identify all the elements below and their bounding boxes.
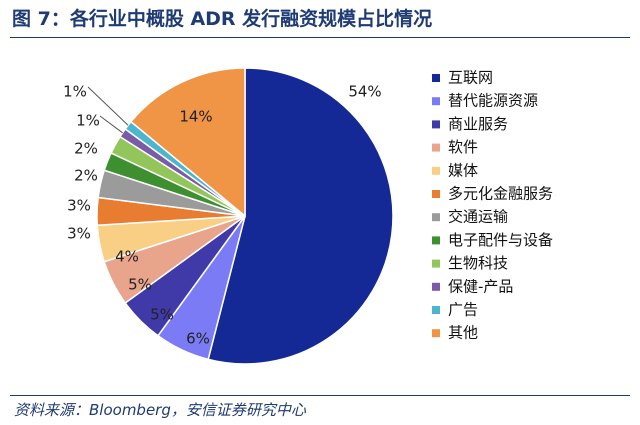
- legend-label: 软件: [448, 138, 478, 156]
- legend-swatch: [432, 282, 440, 291]
- legend-label: 互联网: [448, 69, 493, 87]
- legend-swatch: [432, 166, 440, 175]
- legend-swatch: [432, 259, 440, 268]
- legend-label: 多元化金融服务: [448, 185, 553, 203]
- legend-swatch: [432, 97, 440, 106]
- title-divider: [10, 37, 630, 38]
- leader-lines: [87, 86, 129, 134]
- legend-swatch: [432, 190, 440, 198]
- slice-labels: 54% 6% 5% 5% 4% 3% 3% 2% 2% 1% 1% 14%: [63, 83, 382, 348]
- source-divider: [10, 395, 630, 396]
- slice-percent-label: 3%: [67, 197, 91, 215]
- slice-percent-label: 54%: [348, 83, 381, 101]
- slice-percent-label: 3%: [67, 225, 91, 243]
- legend-label: 生物科技: [448, 254, 508, 272]
- slice-percent-label: 1%: [63, 83, 87, 101]
- slice-percent-label: 4%: [115, 248, 139, 266]
- legend-swatch: [432, 74, 440, 82]
- slice-percent-label: 5%: [128, 276, 152, 294]
- legend-swatch: [432, 120, 440, 129]
- legend-label: 保健-产品: [448, 277, 513, 295]
- legend-label: 交通运输: [448, 208, 508, 226]
- chart-title: 图 7：各行业中概股 ADR 发行融资规模占比情况: [12, 8, 433, 30]
- legend-label: 电子配件与设备: [448, 231, 553, 249]
- legend-label: 商业服务: [448, 115, 508, 133]
- legend-swatch: [432, 213, 440, 222]
- legend-swatch: [432, 236, 440, 245]
- slice-percent-label: 2%: [74, 140, 98, 158]
- leader-line: [87, 86, 129, 126]
- legend-label: 广告: [448, 301, 478, 319]
- leader-line: [99, 115, 123, 134]
- legend-swatch: [432, 143, 440, 152]
- legend-label: 替代能源资源: [448, 92, 538, 110]
- slice-percent-label: 1%: [76, 112, 100, 130]
- slice-percent-label: 6%: [186, 330, 210, 348]
- legend-swatch: [432, 329, 440, 338]
- pie-slice: [129, 67, 246, 218]
- slice-percent-label: 5%: [150, 306, 174, 324]
- pie-slices: [96, 67, 394, 365]
- source-note: 资料来源：Bloomberg，安信证券研究中心: [14, 401, 306, 419]
- slice-percent-label: 2%: [74, 167, 98, 185]
- legend-label: 媒体: [448, 161, 478, 179]
- pie-slice: [207, 67, 394, 365]
- legend: 互联网替代能源资源商业服务软件媒体多元化金融服务交通运输电子配件与设备生物科技保…: [432, 69, 553, 342]
- legend-label: 其他: [448, 324, 478, 342]
- legend-swatch: [432, 306, 440, 314]
- slice-percent-label: 14%: [179, 108, 212, 126]
